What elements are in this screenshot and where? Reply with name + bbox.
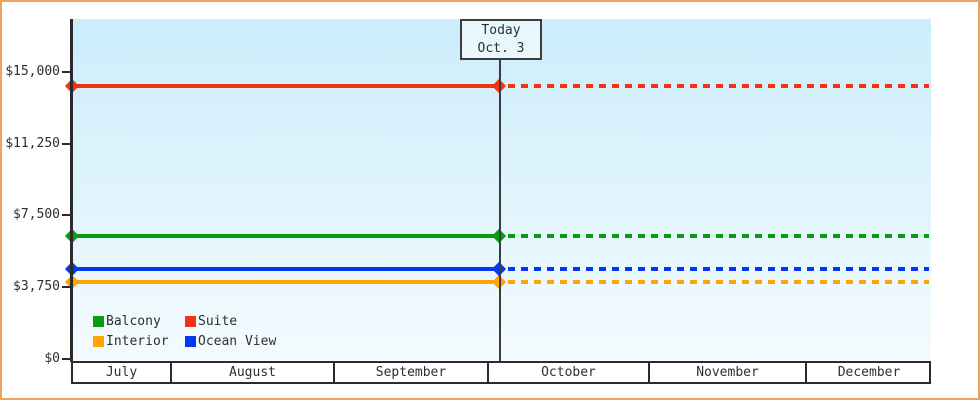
price-line-balcony-solid: [72, 234, 499, 239]
y-axis-label: $3,750: [13, 279, 60, 294]
month-cell-november: November: [648, 361, 805, 384]
month-cell-july: July: [71, 361, 170, 384]
y-axis-label: $7,500: [13, 207, 60, 222]
price-line-balcony-projection: [508, 234, 929, 239]
y-tick-mark: [62, 70, 71, 73]
balcony-color-swatch: [93, 315, 104, 327]
band-bottom-line: [71, 382, 931, 384]
price-line-suite-solid: [72, 83, 499, 88]
legend: Balcony Suite Interior Ocean View: [93, 311, 276, 351]
legend-item-balcony: Balcony: [93, 311, 185, 331]
suite-color-swatch: [185, 315, 196, 327]
today-vertical-line: [499, 59, 501, 361]
legend-label: Ocean View: [198, 333, 277, 349]
y-axis-line: [70, 19, 73, 362]
today-label: Today: [481, 23, 521, 38]
legend-label: Interior: [106, 333, 169, 349]
month-cell-october: October: [487, 361, 648, 384]
today-annotation-box: Today Oct. 3: [460, 19, 542, 60]
price-line-ocean-view-solid: [72, 266, 499, 271]
y-tick-mark: [62, 142, 71, 145]
legend-label: Suite: [198, 313, 238, 329]
today-date: Oct. 3: [477, 41, 525, 56]
ocean-view-color-swatch: [185, 335, 196, 347]
price-line-interior-solid: [72, 279, 499, 284]
band-right-edge: [929, 361, 931, 384]
month-cell-august: August: [170, 361, 333, 384]
y-tick-mark: [62, 214, 71, 216]
y-axis-label: $11,250: [5, 135, 60, 151]
month-cell-september: September: [333, 361, 487, 384]
legend-item-suite: Suite: [185, 311, 276, 331]
interior-color-swatch: [93, 335, 104, 347]
price-line-interior-projection: [508, 279, 929, 284]
price-line-ocean-view-projection: [508, 266, 929, 271]
y-tick-mark: [62, 286, 71, 288]
legend-item-interior: Interior: [93, 331, 185, 351]
y-axis-label: $15,000: [5, 63, 60, 79]
month-cell-december: December: [805, 361, 931, 384]
plot-area: [64, 19, 931, 360]
legend-item-ocean-view: Ocean View: [185, 331, 276, 351]
y-tick-mark: [62, 357, 71, 360]
legend-label: Balcony: [106, 313, 161, 329]
band-top-line: [71, 361, 931, 363]
x-axis-month-band: July August September October November D…: [71, 361, 931, 384]
price-line-suite-projection: [508, 83, 929, 88]
y-axis-label: $0: [44, 350, 60, 366]
